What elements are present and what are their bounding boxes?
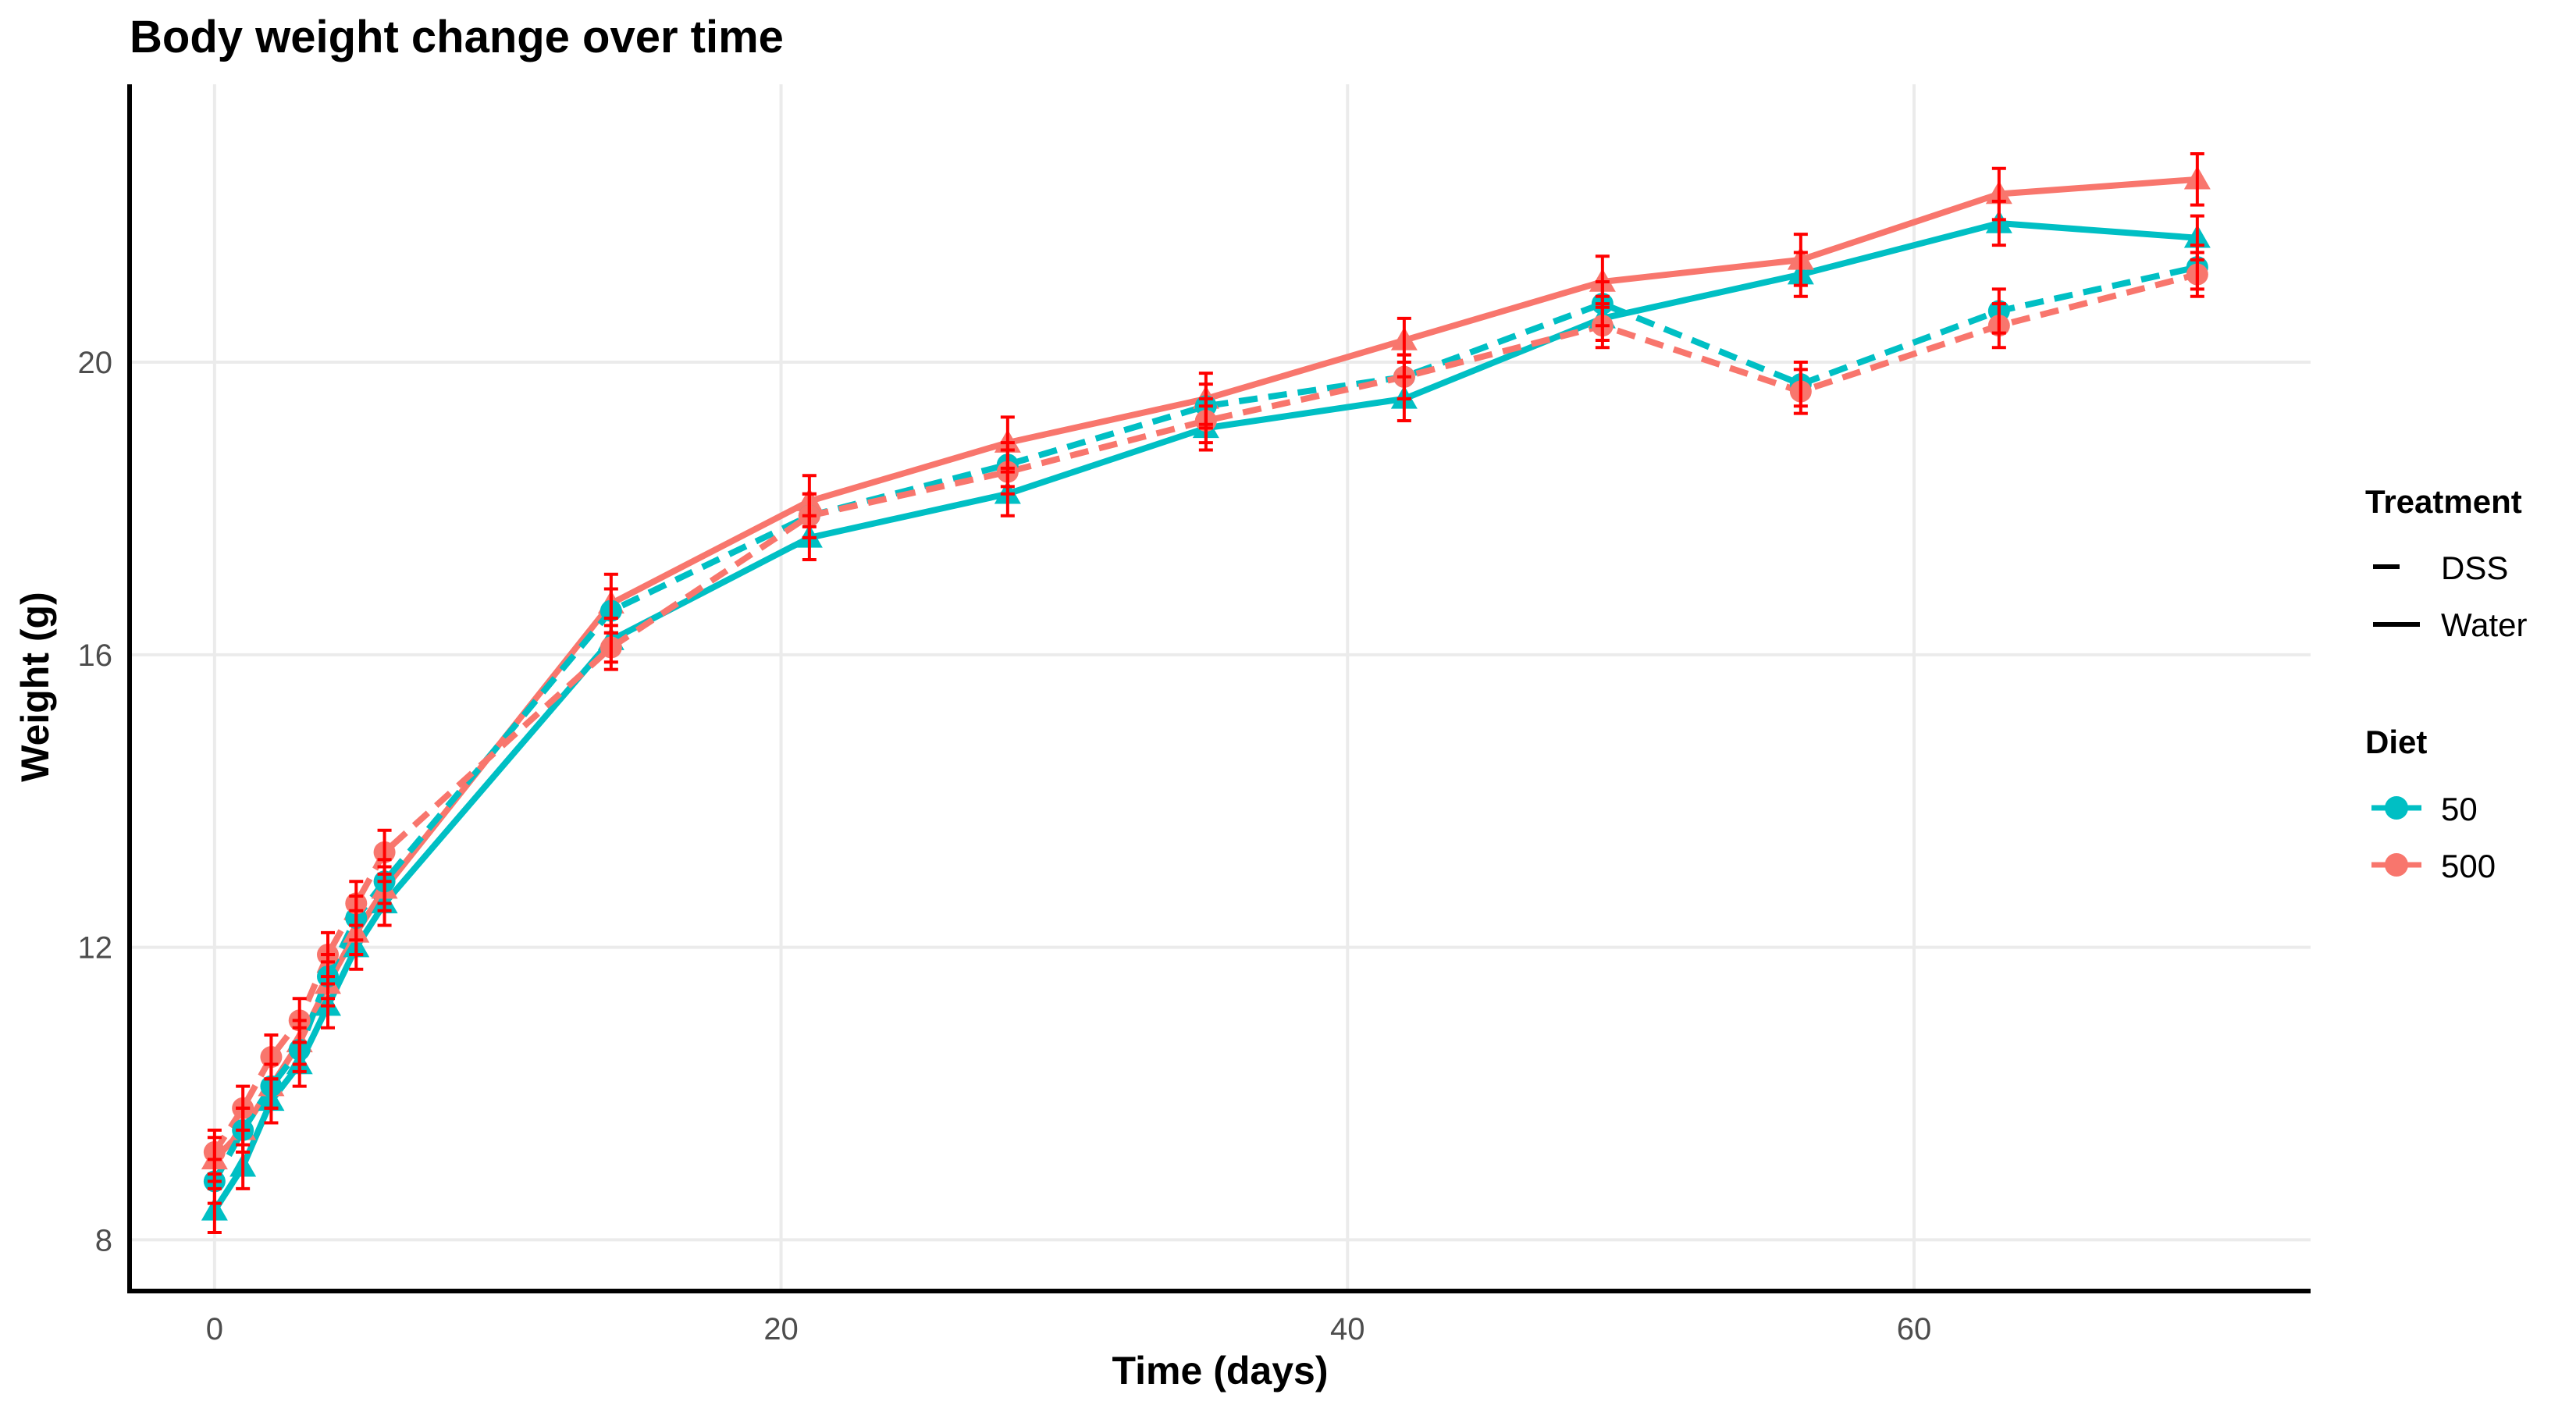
x-tick-label: 60 <box>1897 1312 1932 1346</box>
legend-key-500-point <box>2385 853 2408 877</box>
series-line-500-dss <box>212 271 2198 1154</box>
y-tick-label: 12 <box>78 931 113 966</box>
grid <box>130 84 2311 1291</box>
legend-label-water: Water <box>2441 606 2527 643</box>
legend-label-dss: DSS <box>2441 550 2508 586</box>
legend-title-diet: Diet <box>2365 724 2427 760</box>
legend-label-50: 50 <box>2441 791 2478 827</box>
series-line-500-water <box>212 176 2198 1162</box>
y-axis-title: Weight (g) <box>13 592 57 781</box>
y-tick-label: 8 <box>95 1223 112 1257</box>
legend-key-50-point <box>2385 796 2408 820</box>
legend: Treatment DSS Water Diet 50 500 <box>2365 483 2527 884</box>
x-axis-title: Time (days) <box>1112 1349 1329 1393</box>
series-group <box>201 152 2211 1235</box>
x-tick-label: 20 <box>763 1312 799 1346</box>
tick-labels: 0 20 40 60 8 12 16 20 <box>78 346 1932 1346</box>
x-tick-label: 0 <box>206 1312 223 1346</box>
y-tick-label: 16 <box>78 638 113 673</box>
x-tick-label: 40 <box>1330 1312 1365 1346</box>
axes <box>127 84 2311 1293</box>
chart-title: Body weight change over time <box>130 12 784 62</box>
series-line-50-dss <box>212 264 2198 1183</box>
y-tick-label: 20 <box>78 346 113 380</box>
legend-title-treatment: Treatment <box>2365 483 2522 520</box>
legend-label-500: 500 <box>2441 848 2496 884</box>
series-line-50-water <box>212 220 2198 1213</box>
